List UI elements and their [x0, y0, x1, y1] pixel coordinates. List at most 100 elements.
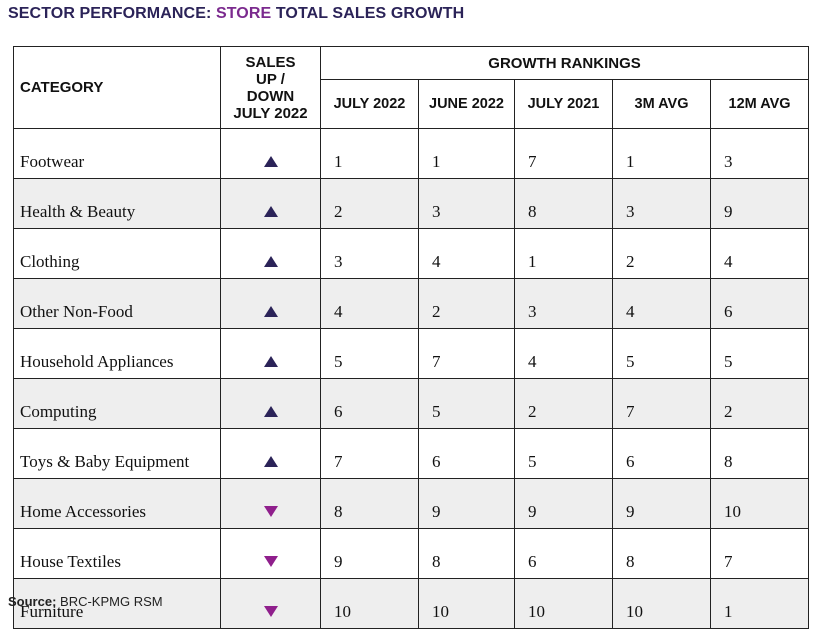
triangle-up-icon — [263, 156, 278, 167]
table-row: House Textiles 9 8 6 8 7 — [13, 528, 810, 579]
table-row: Other Non-Food 4 2 3 4 6 — [13, 278, 810, 329]
header-july-2021: JULY 2021 — [514, 79, 613, 129]
rank-cell: 7 — [320, 428, 419, 479]
rank-cell: 6 — [612, 428, 711, 479]
header-growth-rankings: GROWTH RANKINGS — [319, 46, 810, 80]
rank-cell: 1 — [418, 128, 515, 179]
category-cell: Computing — [13, 378, 221, 429]
header-updown-line: JULY 2022 — [233, 104, 308, 122]
title-prefix: SECTOR PERFORMANCE: — [8, 5, 212, 22]
rank-cell: 8 — [514, 178, 613, 229]
header-updown-line: SALES — [245, 53, 296, 71]
header-12m-avg: 12M AVG — [709, 79, 810, 129]
direction-cell — [220, 228, 321, 279]
title-highlight: STORE — [215, 5, 272, 22]
header-3m-avg: 3M AVG — [612, 79, 711, 129]
header-july-2022: JULY 2022 — [320, 79, 419, 129]
rank-cell: 8 — [418, 528, 515, 579]
rank-cell: 4 — [709, 228, 810, 279]
rank-cell: 6 — [320, 378, 419, 429]
rank-cell: 4 — [514, 328, 613, 379]
triangle-up-icon — [263, 256, 278, 267]
direction-cell — [220, 328, 321, 379]
triangle-down-icon — [263, 556, 278, 567]
category-cell: House Textiles — [13, 528, 221, 579]
table-row: Computing 6 5 2 7 2 — [13, 378, 810, 429]
table-row: Toys & Baby Equipment 7 6 5 6 8 — [13, 428, 810, 479]
direction-cell — [220, 128, 321, 179]
rank-cell: 8 — [320, 478, 419, 529]
rank-cell: 7 — [514, 128, 613, 179]
table-row: Home Accessories 8 9 9 9 10 — [13, 478, 810, 529]
table-row: Clothing 3 4 1 2 4 — [13, 228, 810, 279]
rank-cell: 3 — [709, 128, 810, 179]
triangle-up-icon — [263, 306, 278, 317]
rank-cell: 2 — [320, 178, 419, 229]
rank-cell: 9 — [514, 478, 613, 529]
table-row: Footwear 1 1 7 1 3 — [13, 128, 810, 179]
category-cell: Footwear — [13, 128, 221, 179]
rank-cell: 9 — [320, 528, 419, 579]
rank-cell: 1 — [514, 228, 613, 279]
rank-cell: 6 — [514, 528, 613, 579]
rank-cell: 5 — [320, 328, 419, 379]
rank-cell: 3 — [514, 278, 613, 329]
direction-cell — [220, 428, 321, 479]
rank-cell: 3 — [418, 178, 515, 229]
rank-cell: 9 — [418, 478, 515, 529]
rank-cell: 10 — [612, 578, 711, 629]
rank-cell: 5 — [514, 428, 613, 479]
table-row: Health & Beauty 2 3 8 3 9 — [13, 178, 810, 229]
rank-cell: 5 — [418, 378, 515, 429]
direction-cell — [220, 478, 321, 529]
direction-cell — [220, 578, 321, 629]
rank-cell: 9 — [709, 178, 810, 229]
header-sales-up-down: SALES UP / DOWN JULY 2022 — [220, 46, 321, 129]
table-row: Household Appliances 5 7 4 5 5 — [13, 328, 810, 379]
source-text: BRC-KPMG RSM — [60, 594, 163, 609]
category-cell: Home Accessories — [13, 478, 221, 529]
rank-cell: 1 — [709, 578, 810, 629]
rank-cell: 5 — [709, 328, 810, 379]
direction-cell — [220, 278, 321, 329]
triangle-down-icon — [263, 506, 278, 517]
triangle-up-icon — [263, 456, 278, 467]
rank-cell: 9 — [612, 478, 711, 529]
rank-cell: 6 — [709, 278, 810, 329]
rank-cell: 1 — [612, 128, 711, 179]
source-note: Source: BRC-KPMG RSM — [8, 594, 163, 609]
page-title: SECTOR PERFORMANCE: STORE TOTAL SALES GR… — [8, 5, 464, 23]
rank-cell: 8 — [709, 428, 810, 479]
header-updown-line: UP / — [256, 70, 285, 88]
category-cell: Health & Beauty — [13, 178, 221, 229]
rank-cell: 10 — [709, 478, 810, 529]
category-cell: Other Non-Food — [13, 278, 221, 329]
direction-cell — [220, 378, 321, 429]
direction-cell — [220, 528, 321, 579]
triangle-up-icon — [263, 406, 278, 417]
rank-cell: 6 — [418, 428, 515, 479]
header-june-2022: JUNE 2022 — [418, 79, 515, 129]
triangle-up-icon — [263, 206, 278, 217]
title-suffix: TOTAL SALES GROWTH — [275, 5, 465, 22]
rank-cell: 2 — [514, 378, 613, 429]
table-body: Footwear 1 1 7 1 3 Health & Beauty 2 3 8 3 9 Clothin… — [13, 128, 810, 629]
direction-cell — [220, 178, 321, 229]
rank-cell: 4 — [612, 278, 711, 329]
rank-cell: 4 — [418, 228, 515, 279]
rank-cell: 8 — [612, 528, 711, 579]
rank-cell: 7 — [418, 328, 515, 379]
rank-cell: 2 — [709, 378, 810, 429]
rank-cell: 7 — [709, 528, 810, 579]
category-cell: Clothing — [13, 228, 221, 279]
triangle-up-icon — [263, 356, 278, 367]
rank-cell: 1 — [320, 128, 419, 179]
rank-cell: 3 — [320, 228, 419, 279]
rank-cell: 3 — [612, 178, 711, 229]
source-label: Source: — [8, 594, 57, 609]
rank-cell: 5 — [612, 328, 711, 379]
rank-cell: 7 — [612, 378, 711, 429]
category-cell: Household Appliances — [13, 328, 221, 379]
rank-cell: 2 — [418, 278, 515, 329]
category-cell: Toys & Baby Equipment — [13, 428, 221, 479]
